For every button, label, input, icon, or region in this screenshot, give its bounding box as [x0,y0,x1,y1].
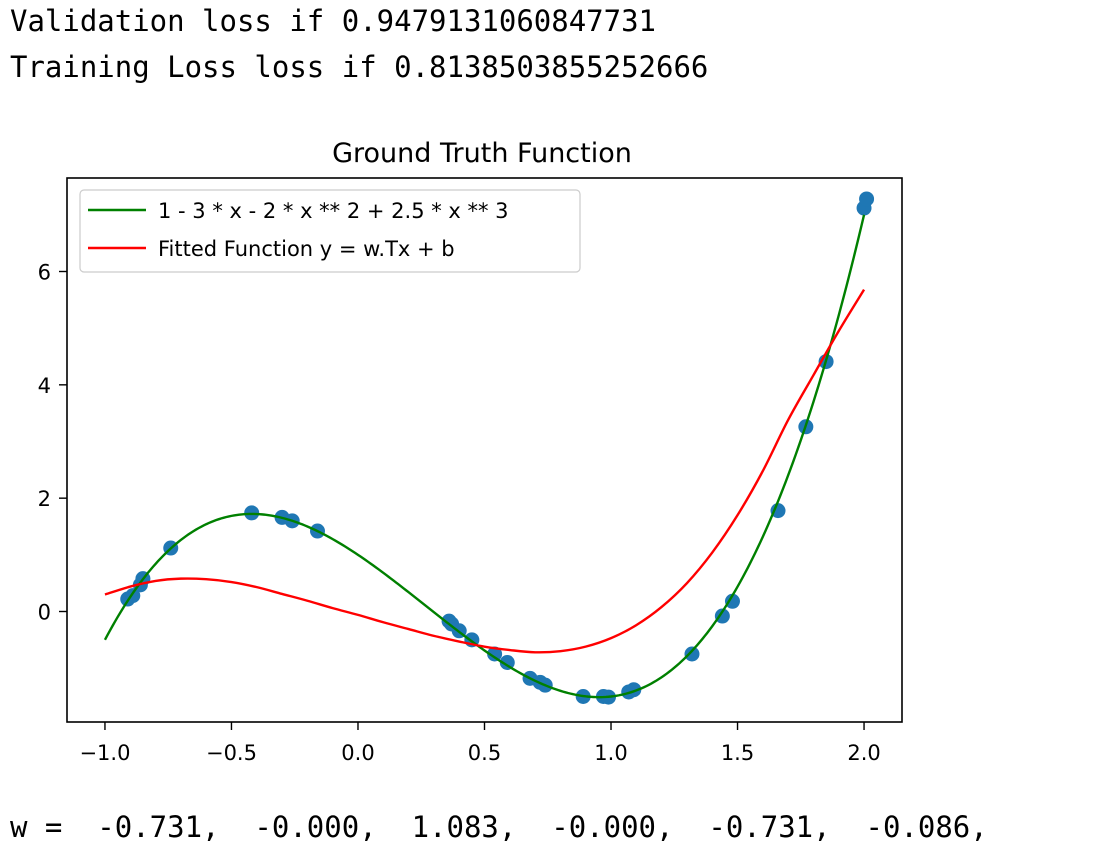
validation-loss-output: Validation loss if 0.9479131060847731 [10,4,657,38]
x-tick-label: 2.0 [847,741,880,765]
x-tick-label: 1.5 [721,741,754,765]
plot-area [103,191,875,705]
scatter-point [487,646,503,662]
scatter-point [724,593,740,609]
legend-box [79,189,581,273]
legend: 1 - 3 * x - 2 * x ** 2 + 2.5 * x ** 3 Fi… [79,189,581,273]
scatter-point [770,503,786,519]
y-tick-label: 0 [38,601,51,625]
scatter-point [859,191,875,207]
x-tick-label: −0.5 [206,741,257,765]
y-tick-label: 2 [38,487,51,511]
x-tick-label: 1.0 [594,741,627,765]
chart: Ground Truth Function −1.0 −0.5 0.0 0.5 1.0 1… [38,138,903,766]
y-tick-label: 6 [38,261,51,285]
ground-truth-line [103,214,866,699]
legend-label-fitted: Fitted Function y = w.Tx + b [158,237,455,261]
x-tick-label: 0.0 [341,741,374,765]
x-tick-label: 0.5 [468,741,501,765]
scatter-point [499,655,515,670]
weights-output: w = -0.731, -0.000, 1.083, -0.000, -0.73… [10,810,988,844]
legend-label-ground-truth: 1 - 3 * x - 2 * x ** 2 + 2.5 * x ** 3 [158,199,509,223]
axes: −1.0 −0.5 0.0 0.5 1.0 1.5 2.0 0 2 4 6 [38,261,881,766]
chart-title: Ground Truth Function [332,138,632,169]
fitted-function-line [104,289,866,654]
scatter-point [714,608,730,624]
y-tick-label: 4 [38,374,51,398]
x-tick-label: −1.0 [79,741,130,765]
scatter-point [684,646,700,662]
training-loss-output: Training Loss loss if 0.8138503855252666 [10,50,709,84]
